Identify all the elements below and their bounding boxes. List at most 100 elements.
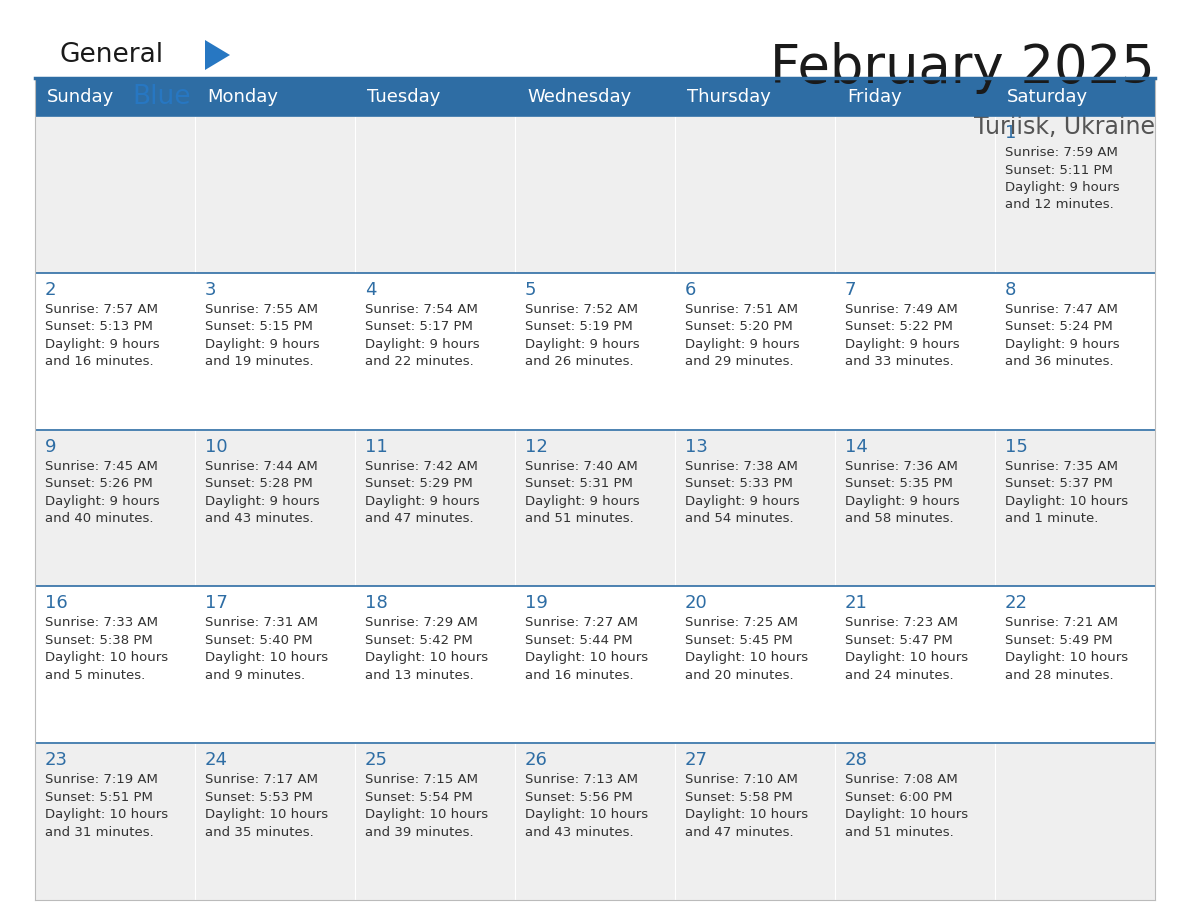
Text: 15: 15 xyxy=(1005,438,1028,455)
Text: Sunrise: 7:19 AM
Sunset: 5:51 PM
Daylight: 10 hours
and 31 minutes.: Sunrise: 7:19 AM Sunset: 5:51 PM Dayligh… xyxy=(45,773,169,839)
Bar xyxy=(516,78,675,116)
Text: Sunday: Sunday xyxy=(48,88,114,106)
Text: 24: 24 xyxy=(206,751,228,769)
Text: 14: 14 xyxy=(845,438,868,455)
Bar xyxy=(835,273,996,430)
Bar xyxy=(355,430,516,587)
Text: Sunrise: 7:42 AM
Sunset: 5:29 PM
Daylight: 9 hours
and 47 minutes.: Sunrise: 7:42 AM Sunset: 5:29 PM Dayligh… xyxy=(365,460,480,525)
Bar xyxy=(34,744,195,900)
Bar xyxy=(355,78,516,116)
Bar xyxy=(675,430,835,587)
Text: Sunrise: 7:40 AM
Sunset: 5:31 PM
Daylight: 9 hours
and 51 minutes.: Sunrise: 7:40 AM Sunset: 5:31 PM Dayligh… xyxy=(525,460,639,525)
Text: Sunrise: 7:25 AM
Sunset: 5:45 PM
Daylight: 10 hours
and 20 minutes.: Sunrise: 7:25 AM Sunset: 5:45 PM Dayligh… xyxy=(685,616,808,682)
Bar xyxy=(34,116,195,273)
Text: Sunrise: 7:49 AM
Sunset: 5:22 PM
Daylight: 9 hours
and 33 minutes.: Sunrise: 7:49 AM Sunset: 5:22 PM Dayligh… xyxy=(845,303,960,368)
Text: February 2025: February 2025 xyxy=(770,42,1155,94)
Bar xyxy=(996,744,1155,900)
Bar xyxy=(195,587,355,744)
Text: Sunrise: 7:52 AM
Sunset: 5:19 PM
Daylight: 9 hours
and 26 minutes.: Sunrise: 7:52 AM Sunset: 5:19 PM Dayligh… xyxy=(525,303,639,368)
Text: Wednesday: Wednesday xyxy=(527,88,631,106)
Text: 13: 13 xyxy=(685,438,708,455)
Text: Sunrise: 7:33 AM
Sunset: 5:38 PM
Daylight: 10 hours
and 5 minutes.: Sunrise: 7:33 AM Sunset: 5:38 PM Dayligh… xyxy=(45,616,169,682)
Bar xyxy=(996,430,1155,587)
Bar xyxy=(516,273,675,430)
Bar xyxy=(675,116,835,273)
Text: Sunrise: 7:10 AM
Sunset: 5:58 PM
Daylight: 10 hours
and 47 minutes.: Sunrise: 7:10 AM Sunset: 5:58 PM Dayligh… xyxy=(685,773,808,839)
Text: 12: 12 xyxy=(525,438,548,455)
Bar xyxy=(835,78,996,116)
Bar xyxy=(195,78,355,116)
Bar xyxy=(516,587,675,744)
Text: Sunrise: 7:21 AM
Sunset: 5:49 PM
Daylight: 10 hours
and 28 minutes.: Sunrise: 7:21 AM Sunset: 5:49 PM Dayligh… xyxy=(1005,616,1129,682)
Text: 10: 10 xyxy=(206,438,228,455)
Text: 9: 9 xyxy=(45,438,57,455)
Text: Friday: Friday xyxy=(847,88,902,106)
Text: Sunrise: 7:23 AM
Sunset: 5:47 PM
Daylight: 10 hours
and 24 minutes.: Sunrise: 7:23 AM Sunset: 5:47 PM Dayligh… xyxy=(845,616,968,682)
Bar xyxy=(835,587,996,744)
Text: 7: 7 xyxy=(845,281,857,298)
Text: 11: 11 xyxy=(365,438,387,455)
Text: Sunrise: 7:29 AM
Sunset: 5:42 PM
Daylight: 10 hours
and 13 minutes.: Sunrise: 7:29 AM Sunset: 5:42 PM Dayligh… xyxy=(365,616,488,682)
Text: Thursday: Thursday xyxy=(687,88,771,106)
Bar xyxy=(195,430,355,587)
Bar xyxy=(355,744,516,900)
Bar xyxy=(34,587,195,744)
Bar xyxy=(195,116,355,273)
Text: Sunrise: 7:54 AM
Sunset: 5:17 PM
Daylight: 9 hours
and 22 minutes.: Sunrise: 7:54 AM Sunset: 5:17 PM Dayligh… xyxy=(365,303,480,368)
Text: 28: 28 xyxy=(845,751,868,769)
Text: Sunrise: 7:44 AM
Sunset: 5:28 PM
Daylight: 9 hours
and 43 minutes.: Sunrise: 7:44 AM Sunset: 5:28 PM Dayligh… xyxy=(206,460,320,525)
Text: 4: 4 xyxy=(365,281,377,298)
Text: Monday: Monday xyxy=(207,88,278,106)
Bar xyxy=(675,78,835,116)
Text: Sunrise: 7:08 AM
Sunset: 6:00 PM
Daylight: 10 hours
and 51 minutes.: Sunrise: 7:08 AM Sunset: 6:00 PM Dayligh… xyxy=(845,773,968,839)
Bar xyxy=(516,116,675,273)
Bar xyxy=(675,744,835,900)
Bar xyxy=(516,744,675,900)
Text: 27: 27 xyxy=(685,751,708,769)
Text: 17: 17 xyxy=(206,594,228,612)
Bar xyxy=(34,430,195,587)
Text: Sunrise: 7:45 AM
Sunset: 5:26 PM
Daylight: 9 hours
and 40 minutes.: Sunrise: 7:45 AM Sunset: 5:26 PM Dayligh… xyxy=(45,460,159,525)
Polygon shape xyxy=(206,40,230,70)
Bar xyxy=(675,273,835,430)
Bar xyxy=(355,587,516,744)
Bar xyxy=(835,744,996,900)
Bar xyxy=(996,273,1155,430)
Text: Sunrise: 7:38 AM
Sunset: 5:33 PM
Daylight: 9 hours
and 54 minutes.: Sunrise: 7:38 AM Sunset: 5:33 PM Dayligh… xyxy=(685,460,800,525)
Text: Sunrise: 7:27 AM
Sunset: 5:44 PM
Daylight: 10 hours
and 16 minutes.: Sunrise: 7:27 AM Sunset: 5:44 PM Dayligh… xyxy=(525,616,649,682)
Text: 1: 1 xyxy=(1005,124,1017,142)
Text: 23: 23 xyxy=(45,751,68,769)
Text: 19: 19 xyxy=(525,594,548,612)
Text: Sunrise: 7:36 AM
Sunset: 5:35 PM
Daylight: 9 hours
and 58 minutes.: Sunrise: 7:36 AM Sunset: 5:35 PM Dayligh… xyxy=(845,460,960,525)
Text: 20: 20 xyxy=(685,594,708,612)
Text: Sunrise: 7:17 AM
Sunset: 5:53 PM
Daylight: 10 hours
and 35 minutes.: Sunrise: 7:17 AM Sunset: 5:53 PM Dayligh… xyxy=(206,773,328,839)
Text: 5: 5 xyxy=(525,281,537,298)
Text: 6: 6 xyxy=(685,281,696,298)
Bar xyxy=(516,430,675,587)
Bar xyxy=(355,273,516,430)
Text: Sunrise: 7:13 AM
Sunset: 5:56 PM
Daylight: 10 hours
and 43 minutes.: Sunrise: 7:13 AM Sunset: 5:56 PM Dayligh… xyxy=(525,773,649,839)
Text: 3: 3 xyxy=(206,281,216,298)
Text: Blue: Blue xyxy=(132,84,190,110)
Text: Turiisk, Ukraine: Turiisk, Ukraine xyxy=(974,115,1155,139)
Text: 22: 22 xyxy=(1005,594,1028,612)
Bar xyxy=(835,116,996,273)
Text: Sunrise: 7:51 AM
Sunset: 5:20 PM
Daylight: 9 hours
and 29 minutes.: Sunrise: 7:51 AM Sunset: 5:20 PM Dayligh… xyxy=(685,303,800,368)
Bar xyxy=(195,744,355,900)
Text: Sunrise: 7:35 AM
Sunset: 5:37 PM
Daylight: 10 hours
and 1 minute.: Sunrise: 7:35 AM Sunset: 5:37 PM Dayligh… xyxy=(1005,460,1129,525)
Bar xyxy=(675,587,835,744)
Text: Saturday: Saturday xyxy=(1007,88,1088,106)
Bar xyxy=(996,116,1155,273)
Text: Sunrise: 7:55 AM
Sunset: 5:15 PM
Daylight: 9 hours
and 19 minutes.: Sunrise: 7:55 AM Sunset: 5:15 PM Dayligh… xyxy=(206,303,320,368)
Text: 18: 18 xyxy=(365,594,387,612)
Bar xyxy=(835,430,996,587)
Bar xyxy=(34,273,195,430)
Text: General: General xyxy=(61,42,164,68)
Text: Sunrise: 7:59 AM
Sunset: 5:11 PM
Daylight: 9 hours
and 12 minutes.: Sunrise: 7:59 AM Sunset: 5:11 PM Dayligh… xyxy=(1005,146,1119,211)
Text: 21: 21 xyxy=(845,594,868,612)
Bar xyxy=(34,78,195,116)
Text: Sunrise: 7:57 AM
Sunset: 5:13 PM
Daylight: 9 hours
and 16 minutes.: Sunrise: 7:57 AM Sunset: 5:13 PM Dayligh… xyxy=(45,303,159,368)
Text: Sunrise: 7:31 AM
Sunset: 5:40 PM
Daylight: 10 hours
and 9 minutes.: Sunrise: 7:31 AM Sunset: 5:40 PM Dayligh… xyxy=(206,616,328,682)
Text: 26: 26 xyxy=(525,751,548,769)
Text: Tuesday: Tuesday xyxy=(367,88,441,106)
